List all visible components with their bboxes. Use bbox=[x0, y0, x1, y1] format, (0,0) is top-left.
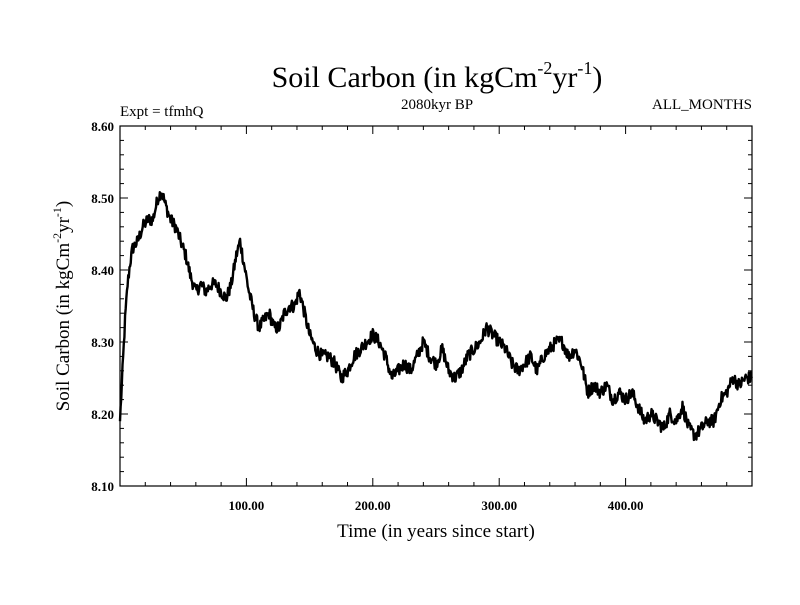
series-line-soil-carbon bbox=[118, 191, 753, 442]
chart-title: Soil Carbon (in kgCm-2yr-1) bbox=[272, 58, 603, 94]
y-tick-label-3: 8.40 bbox=[91, 263, 114, 278]
subtitle-center: 2080kyr BP bbox=[401, 97, 473, 113]
chart-title-sup1: -2 bbox=[537, 58, 552, 78]
chart-title-main: Soil Carbon (in kgCm bbox=[272, 61, 538, 94]
plot-frame bbox=[119, 125, 753, 487]
chart-title-end: ) bbox=[592, 61, 602, 94]
x-tick-label-3: 400.00 bbox=[608, 498, 644, 513]
y-tick-label-2: 8.30 bbox=[91, 335, 114, 350]
chart-title-sup2: -1 bbox=[577, 58, 592, 78]
subtitle-left: Expt = tfmhQ bbox=[120, 104, 204, 120]
axis-ticks: 8.10 8.20 8.30 8.40 8.50 8.60 100.00 200.00 300.… bbox=[91, 119, 752, 513]
y-axis-label-sup1: -2 bbox=[50, 233, 64, 243]
x-tick-label-2: 300.00 bbox=[481, 498, 517, 513]
x-tick-label-1: 200.00 bbox=[355, 498, 391, 513]
y-axis-label: Soil Carbon (in kgCm-2yr-1) bbox=[50, 201, 74, 412]
subtitle-right: ALL_MONTHS bbox=[652, 97, 752, 113]
y-axis-label-sup2: -1 bbox=[50, 207, 64, 217]
y-tick-label-1: 8.20 bbox=[91, 407, 114, 422]
y-axis-label-mid: yr bbox=[53, 216, 74, 233]
x-axis-label: Time (in years since start) bbox=[337, 521, 535, 542]
y-axis-label-end: ) bbox=[53, 201, 74, 207]
y-axis-label-main: Soil Carbon (in kgCm bbox=[53, 243, 74, 412]
y-tick-label-0: 8.10 bbox=[91, 479, 114, 494]
chart-title-mid: yr bbox=[552, 61, 577, 94]
x-tick-label-0: 100.00 bbox=[229, 498, 265, 513]
y-tick-label-4: 8.50 bbox=[91, 191, 114, 206]
y-tick-label-5: 8.60 bbox=[91, 119, 114, 134]
